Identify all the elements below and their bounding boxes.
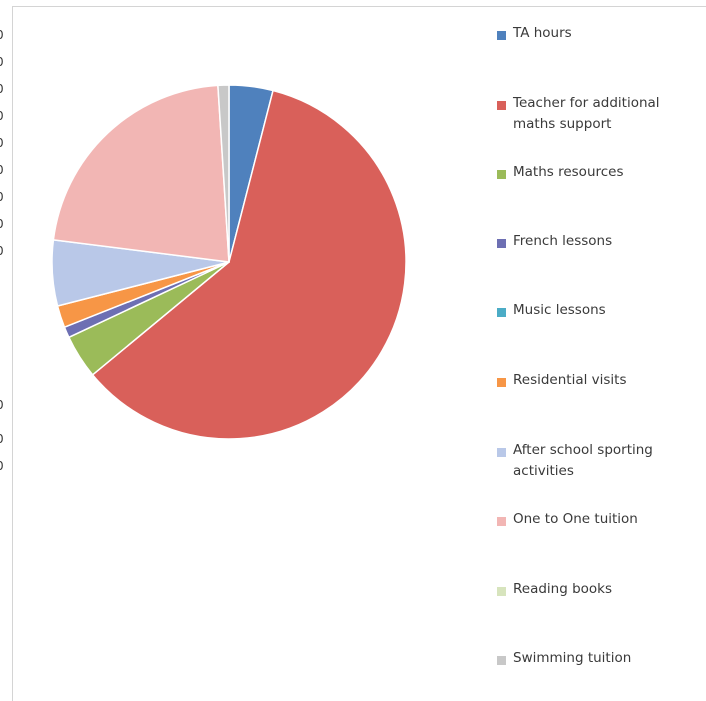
legend-label: Maths resources bbox=[513, 164, 624, 180]
axis-fragment: 0 bbox=[0, 217, 10, 231]
legend-swatch bbox=[497, 656, 506, 665]
pie-slice-swimming-tuition bbox=[217, 84, 230, 263]
legend-item: Maths resources bbox=[497, 164, 697, 183]
legend-item: Music lessons bbox=[497, 302, 697, 321]
legend-label: After school sporting activities bbox=[513, 442, 653, 479]
legend-swatch bbox=[497, 308, 506, 317]
legend-item: Teacher for additional maths support bbox=[497, 95, 697, 135]
legend-swatch bbox=[497, 31, 506, 40]
legend-item: One to One tuition bbox=[497, 511, 697, 530]
legend-swatch bbox=[497, 517, 506, 526]
chart-frame-left bbox=[12, 6, 13, 701]
axis-fragment: 0 bbox=[0, 459, 10, 473]
legend-label: TA hours bbox=[513, 25, 572, 41]
axis-fragment: 0 bbox=[0, 432, 10, 446]
axis-fragment: 0 bbox=[0, 136, 10, 150]
legend-swatch bbox=[497, 448, 506, 457]
legend-item: Reading books bbox=[497, 581, 697, 600]
legend-label: One to One tuition bbox=[513, 511, 638, 527]
legend-item: TA hours bbox=[497, 25, 697, 44]
pie-slice-teacher-for-additional-maths-support bbox=[91, 89, 407, 440]
axis-fragment: 0 bbox=[0, 398, 10, 412]
legend-swatch bbox=[497, 587, 506, 596]
legend-item: Swimming tuition bbox=[497, 650, 697, 669]
legend: TA hours Teacher for additional maths sup… bbox=[497, 25, 697, 686]
legend-swatch bbox=[497, 239, 506, 248]
legend-label: Teacher for additional maths support bbox=[513, 95, 660, 132]
legend-label: Music lessons bbox=[513, 302, 606, 318]
axis-fragment: 0 bbox=[0, 109, 10, 123]
legend-swatch bbox=[497, 378, 506, 387]
axis-fragment: 0 bbox=[0, 244, 10, 258]
axis-fragment: 0 bbox=[0, 82, 10, 96]
legend-swatch bbox=[497, 170, 506, 179]
legend-label: Reading books bbox=[513, 581, 613, 597]
legend-item: After school sporting activities bbox=[497, 442, 697, 482]
legend-item: French lessons bbox=[497, 233, 697, 252]
axis-fragment: 0 bbox=[0, 28, 10, 42]
left-axis-fragments: 0 0 0 0 0 0 0 0 0 0 0 0 bbox=[0, 0, 12, 701]
axis-fragment: 0 bbox=[0, 190, 10, 204]
chart-frame-top bbox=[12, 6, 706, 7]
legend-swatch bbox=[497, 101, 506, 110]
legend-label: Residential visits bbox=[513, 372, 627, 388]
legend-label: French lessons bbox=[513, 233, 613, 249]
legend-item: Residential visits bbox=[497, 372, 697, 391]
axis-fragment: 0 bbox=[0, 163, 10, 177]
legend-label: Swimming tuition bbox=[513, 650, 632, 666]
axis-fragment: 0 bbox=[0, 55, 10, 69]
pie-slice-one-to-one-tuition bbox=[52, 84, 230, 263]
